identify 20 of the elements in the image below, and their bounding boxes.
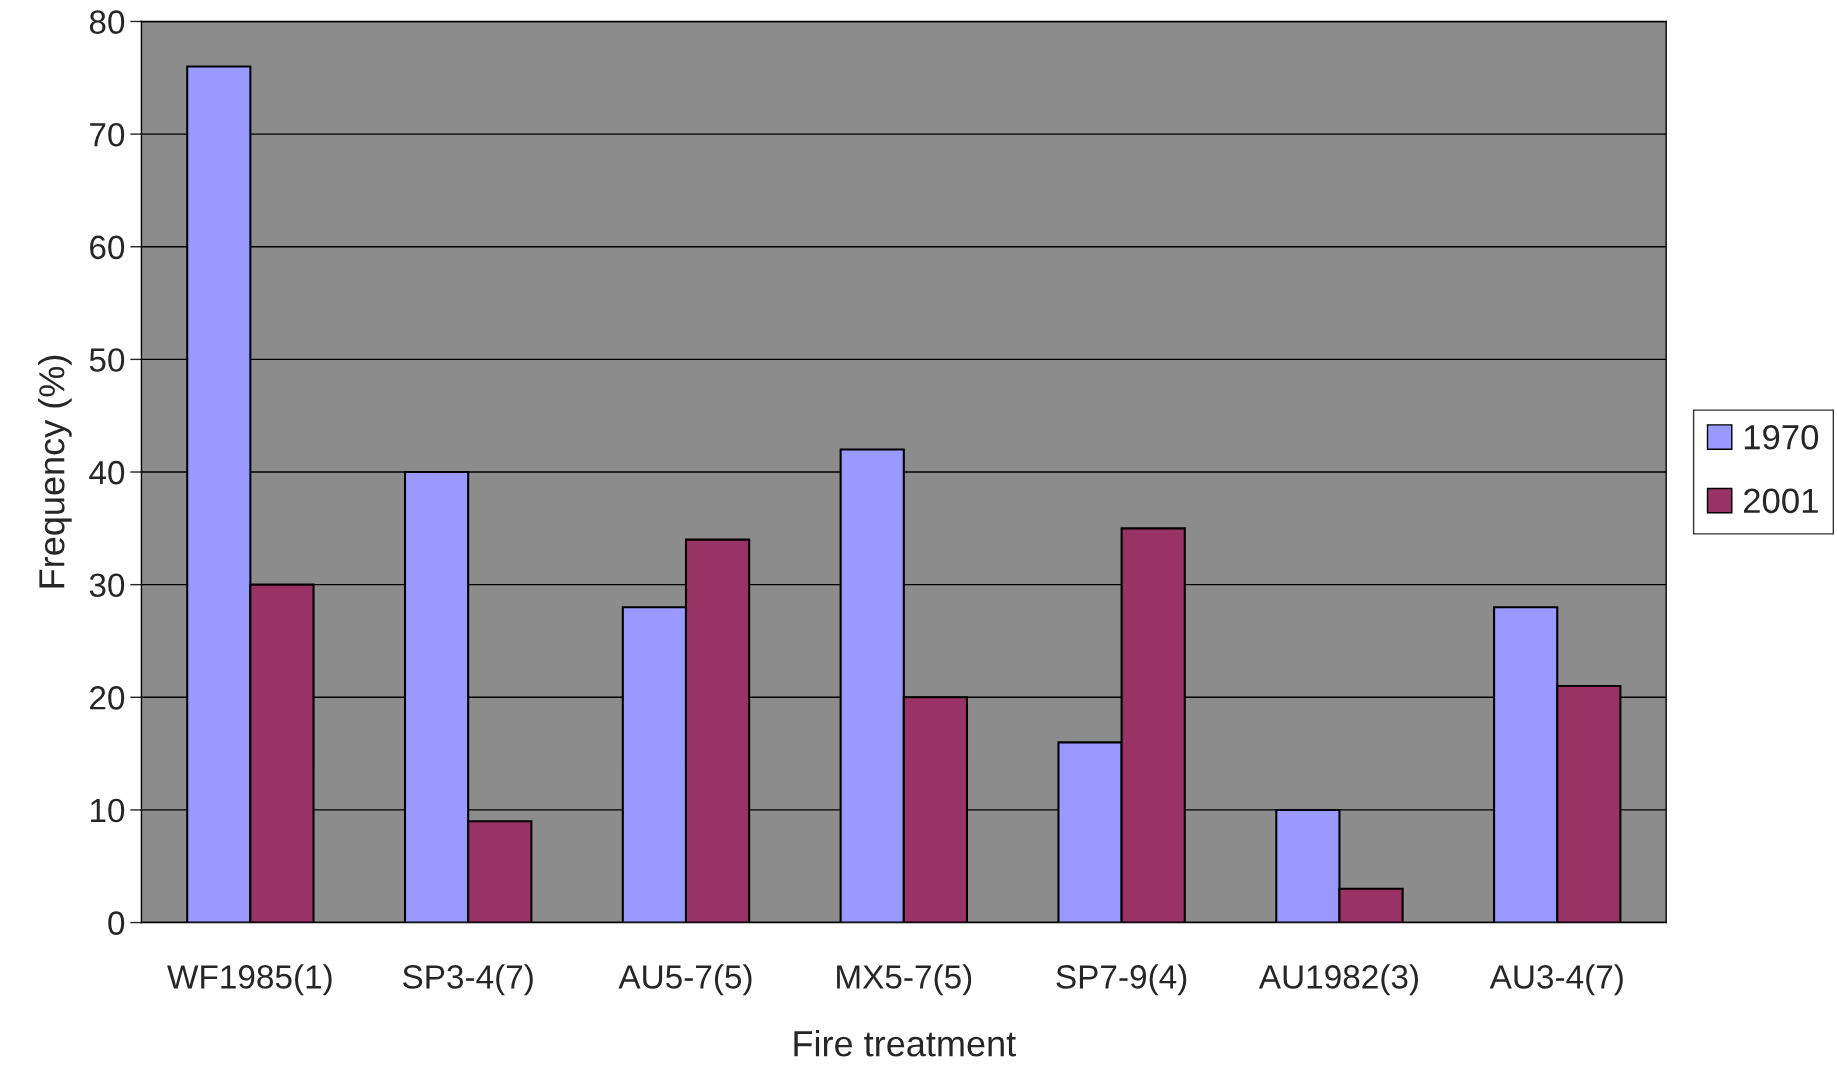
x-tick-label: WF1985(1) bbox=[167, 964, 332, 996]
legend-label: 2001 bbox=[1743, 488, 1818, 514]
legend-label: 1970 bbox=[1744, 424, 1819, 450]
y-tick-label: 70 bbox=[90, 122, 125, 147]
x-tick-label: AU5-7(5) bbox=[618, 964, 752, 996]
x-tick-label: SP3-4(7) bbox=[403, 964, 533, 996]
y-tick-label: 20 bbox=[90, 686, 125, 710]
y-tick-label: 50 bbox=[89, 348, 125, 372]
x-tick-label: AU1982(3) bbox=[1258, 964, 1418, 996]
y-tick-label: 10 bbox=[90, 798, 125, 823]
x-tick-label: AU3-4(7) bbox=[1489, 964, 1623, 996]
y-axis-title: Frequency (%) bbox=[38, 355, 72, 588]
y-tick-label: 30 bbox=[89, 573, 125, 598]
x-tick-label: SP7-9(4) bbox=[1056, 964, 1187, 996]
y-tick-label: 80 bbox=[89, 10, 125, 34]
x-tick-label: MX5-7(5) bbox=[837, 964, 972, 996]
y-tick-label: 60 bbox=[90, 235, 125, 260]
y-tick-label: 0 bbox=[108, 911, 125, 935]
x-axis-title: Fire treatment bbox=[794, 1030, 1016, 1057]
y-tick-label: 40 bbox=[89, 460, 125, 485]
